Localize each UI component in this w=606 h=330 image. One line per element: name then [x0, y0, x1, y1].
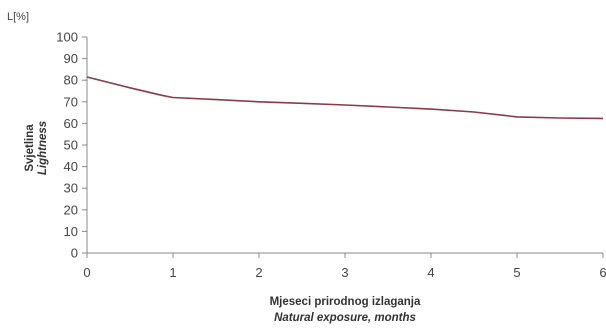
- y-tick-label: 20: [64, 202, 78, 217]
- x-axis-label-en: Natural exposure, months: [274, 312, 416, 324]
- x-tick-label: 5: [513, 265, 520, 280]
- x-tick-label: 1: [169, 265, 176, 280]
- x-ticks: 0 1 2 3 4 5 6: [83, 253, 606, 280]
- y-tick-label: 10: [64, 224, 78, 239]
- x-tick-label: 6: [599, 265, 606, 280]
- y-tick-label: 100: [56, 30, 78, 45]
- x-tick-label: 3: [341, 265, 348, 280]
- y-tick-label: 70: [64, 94, 78, 109]
- y-tick-label: 80: [64, 73, 78, 88]
- y-axis-label: Svjetlina: [24, 124, 36, 172]
- y-unit-label: L[%]: [7, 11, 29, 23]
- x-axis-label: Mjeseci prirodnog izlaganja: [270, 296, 421, 308]
- y-tick-label: 30: [64, 181, 78, 196]
- y-ticks: 0 10 20 30 40 50 60 70 80 90 100: [56, 30, 87, 261]
- axes: [86, 37, 603, 254]
- y-tick-label: 40: [64, 159, 78, 174]
- x-tick-label: 2: [255, 265, 262, 280]
- y-tick-label: 0: [71, 246, 78, 261]
- y-tick-label: 90: [64, 51, 78, 66]
- x-tick-label: 4: [427, 265, 434, 280]
- y-tick-label: 50: [64, 138, 78, 153]
- x-tick-label: 0: [83, 265, 90, 280]
- series-group: [86, 76, 604, 120]
- series-line: [86, 76, 604, 120]
- y-axis-label-en: Lightness: [37, 121, 49, 175]
- y-tick-label: 60: [64, 116, 78, 131]
